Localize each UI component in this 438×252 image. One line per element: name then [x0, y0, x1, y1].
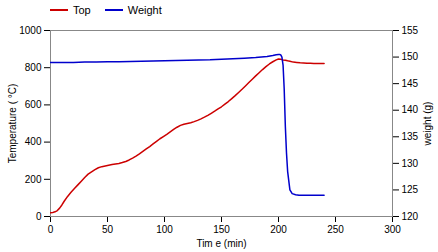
svg-text:Tim e (min): Tim e (min) — [196, 238, 246, 249]
svg-text:50: 50 — [102, 224, 114, 235]
svg-text:145: 145 — [402, 78, 419, 89]
svg-text:weight (g): weight (g) — [422, 102, 433, 147]
svg-text:800: 800 — [25, 62, 42, 73]
svg-text:125: 125 — [402, 184, 419, 195]
svg-text:200: 200 — [25, 174, 42, 185]
svg-text:250: 250 — [327, 224, 344, 235]
svg-text:600: 600 — [25, 99, 42, 110]
svg-text:150: 150 — [213, 224, 230, 235]
svg-text:120: 120 — [402, 211, 419, 222]
svg-text:1000: 1000 — [19, 25, 42, 36]
svg-text:300: 300 — [384, 224, 401, 235]
svg-text:100: 100 — [156, 224, 173, 235]
svg-text:130: 130 — [402, 158, 419, 169]
svg-text:155: 155 — [402, 25, 419, 36]
html-text:Weight: Weight — [127, 4, 162, 16]
svg-text:0: 0 — [48, 224, 54, 235]
svg-text:200: 200 — [270, 224, 287, 235]
svg-text:135: 135 — [402, 131, 419, 142]
svg-text:140: 140 — [402, 104, 419, 115]
svg-text:400: 400 — [25, 136, 42, 147]
html-text:Top: Top — [73, 4, 91, 16]
svg-text:150: 150 — [402, 51, 419, 62]
svg-text:Temperature ( °C): Temperature ( °C) — [7, 84, 18, 164]
svg-text:0: 0 — [36, 211, 42, 222]
